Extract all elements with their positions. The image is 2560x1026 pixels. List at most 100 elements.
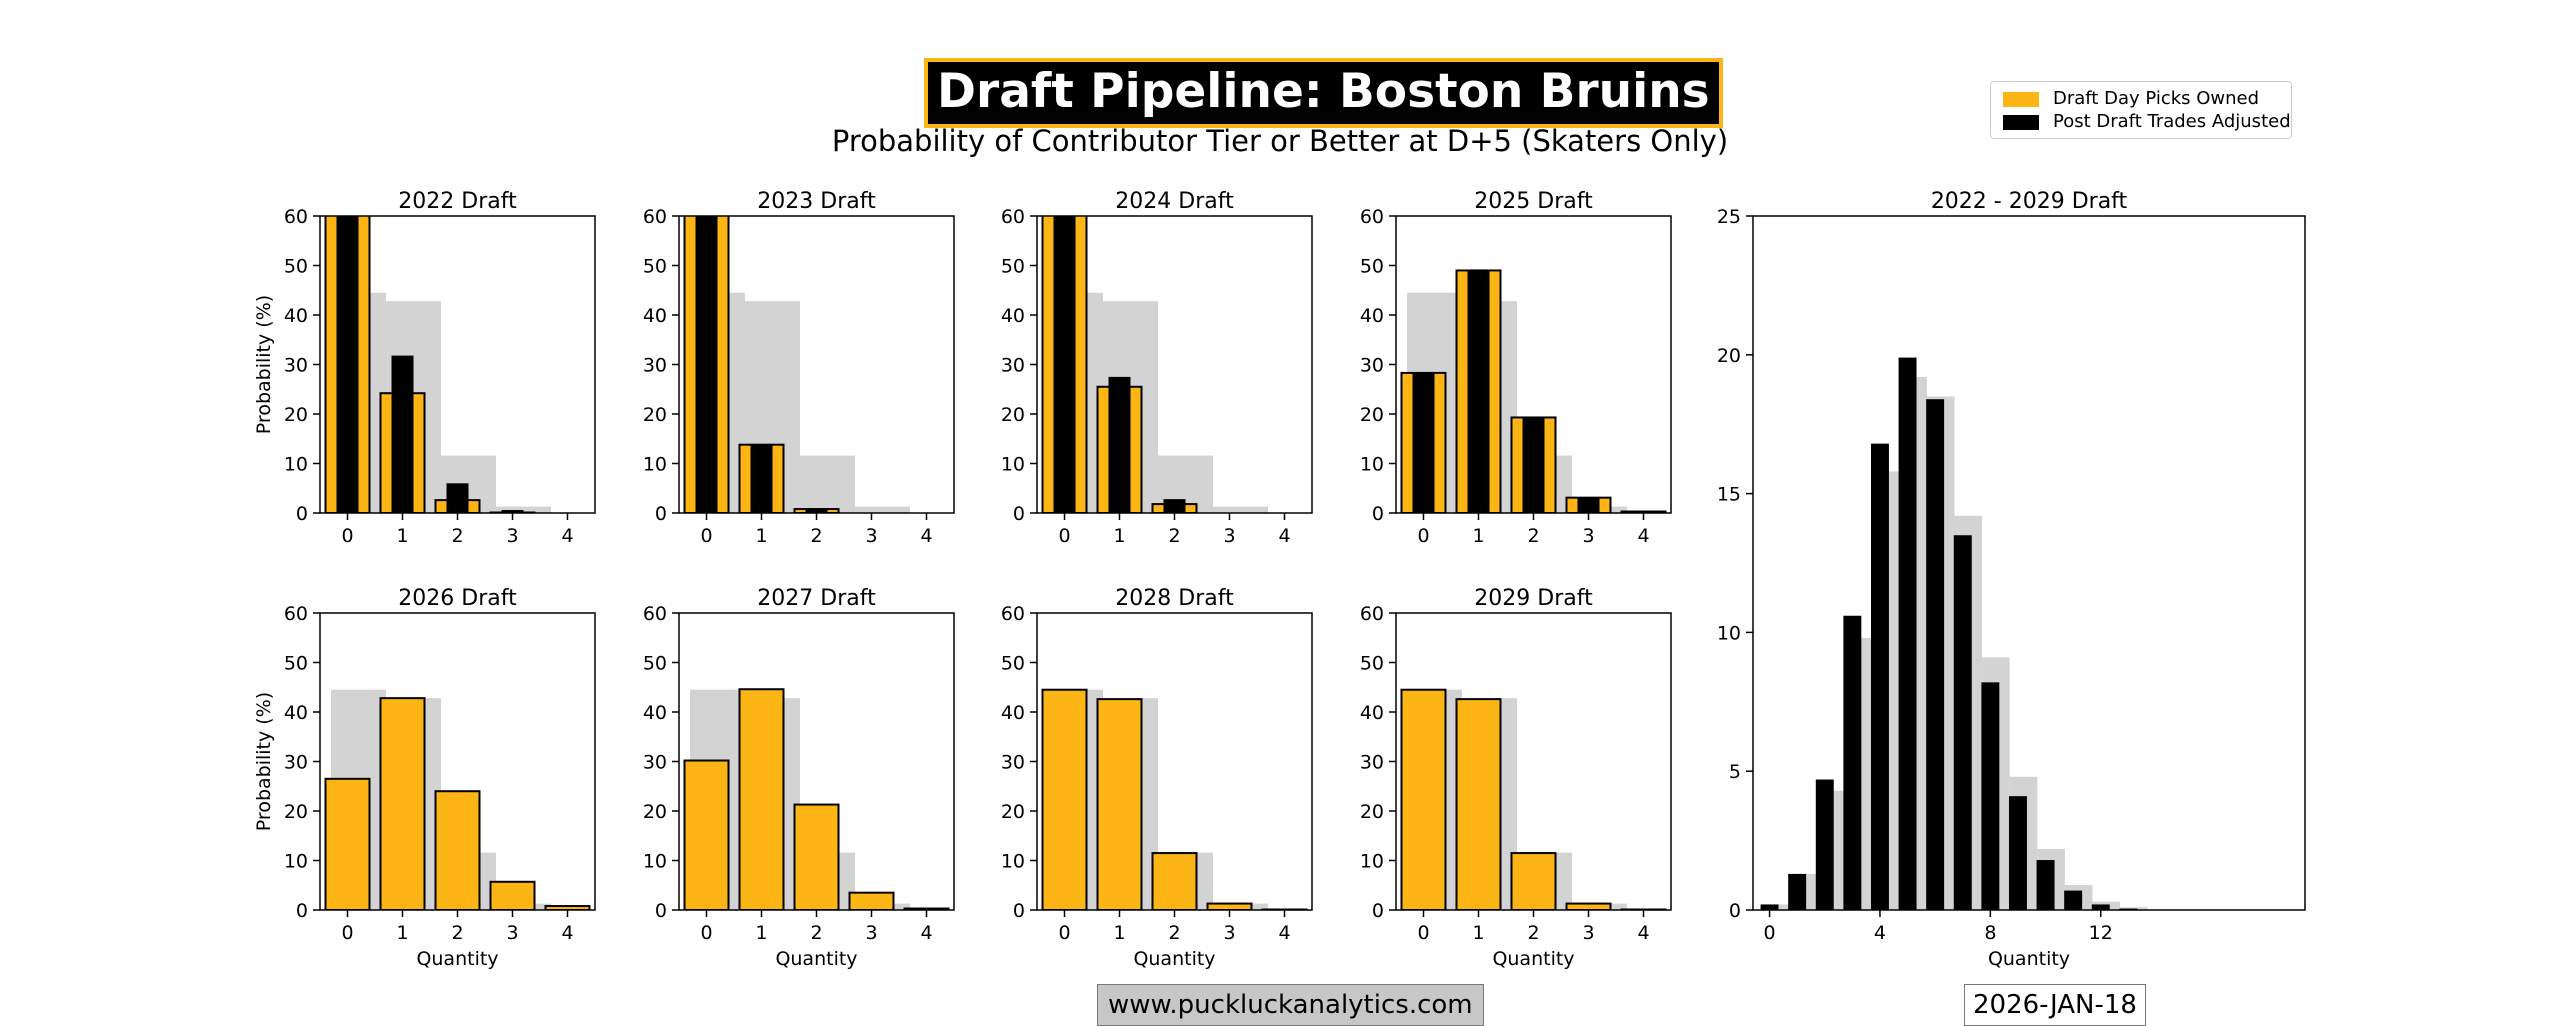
bar-owned-2 <box>795 805 839 910</box>
y-axis-label: Probability (%) <box>253 295 275 434</box>
legend-swatch-owned <box>2003 92 2039 107</box>
website-link[interactable]: www.puckluckanalytics.com <box>1097 984 1484 1026</box>
x-tick-label: 1 <box>755 922 767 944</box>
x-tick-label: 2 <box>1168 525 1180 547</box>
y-tick-label: 50 <box>1001 256 1025 278</box>
bar-adjusted-2 <box>447 483 469 513</box>
y-tick-label: 40 <box>643 305 667 327</box>
panel-title: 2025 Draft <box>1474 189 1593 214</box>
date-stamp: 2026-JAN-18 <box>1964 984 2146 1026</box>
page-title: Draft Pipeline: Boston Bruins <box>924 58 1723 128</box>
bar-owned-2 <box>1512 853 1556 910</box>
bar-adjusted-5 <box>1899 358 1917 910</box>
bar-owned-1 <box>740 689 784 910</box>
x-tick-label: 3 <box>1223 922 1235 944</box>
y-tick-label: 5 <box>1729 761 1741 783</box>
bar-adjusted-0 <box>337 211 359 513</box>
panel-bars <box>1761 358 2148 910</box>
y-tick-label: 50 <box>1360 256 1384 278</box>
y-tick-label: 40 <box>1001 305 1025 327</box>
panel-title: 2022 Draft <box>398 189 517 214</box>
legend-label-owned: Draft Day Picks Owned <box>2053 88 2259 109</box>
x-tick-label: 4 <box>1874 922 1886 944</box>
y-tick-label: 40 <box>1360 702 1384 724</box>
x-tick-label: 0 <box>700 525 712 547</box>
bar-owned-3 <box>491 882 535 910</box>
x-tick-label: 2 <box>810 525 822 547</box>
y-tick-label: 60 <box>1360 603 1384 625</box>
legend-label-adjusted: Post Draft Trades Adjusted <box>2053 111 2291 132</box>
y-tick-label: 30 <box>1001 355 1025 377</box>
y-tick-label: 10 <box>284 851 308 873</box>
y-tick-label: 40 <box>284 702 308 724</box>
y-tick-label: 60 <box>284 603 308 625</box>
x-axis-label: Quantity <box>1988 948 2070 970</box>
y-tick-label: 60 <box>284 206 308 228</box>
bar-adjusted-1 <box>1468 270 1490 513</box>
bar-owned-1 <box>1457 699 1501 910</box>
y-tick-label: 50 <box>643 256 667 278</box>
x-tick-label: 12 <box>2089 922 2113 944</box>
y-tick-label: 10 <box>1001 851 1025 873</box>
y-tick-label: 50 <box>284 256 308 278</box>
x-tick-label: 2 <box>451 525 463 547</box>
panel-title: 2027 Draft <box>757 586 876 611</box>
x-tick-label: 0 <box>1417 525 1429 547</box>
bar-adjusted-8 <box>1981 682 1999 910</box>
panel-title: 2029 Draft <box>1474 586 1593 611</box>
y-tick-label: 40 <box>1001 702 1025 724</box>
y-tick-label: 0 <box>1372 503 1384 525</box>
x-tick-label: 0 <box>341 525 353 547</box>
y-tick-label: 30 <box>643 355 667 377</box>
bar-adjusted-0 <box>696 157 718 513</box>
panel-title: 2024 Draft <box>1115 189 1234 214</box>
y-tick-label: 20 <box>643 801 667 823</box>
x-axis-label: Quantity <box>775 948 857 970</box>
y-tick-label: 40 <box>1360 305 1384 327</box>
x-tick-label: 3 <box>865 922 877 944</box>
y-tick-label: 20 <box>1001 801 1025 823</box>
y-tick-label: 60 <box>643 206 667 228</box>
panel-title: 2026 Draft <box>398 586 517 611</box>
y-tick-label: 15 <box>1717 484 1741 506</box>
panel-title: 2023 Draft <box>757 189 876 214</box>
y-tick-label: 0 <box>1013 503 1025 525</box>
y-tick-label: 30 <box>284 752 308 774</box>
legend-item-adjusted: Post Draft Trades Adjusted <box>2003 111 2291 133</box>
x-tick-label: 2 <box>810 922 822 944</box>
legend-item-owned: Draft Day Picks Owned <box>2003 88 2259 110</box>
bar-owned-3 <box>1567 904 1611 910</box>
y-tick-label: 0 <box>655 900 667 922</box>
y-tick-label: 30 <box>1360 355 1384 377</box>
bar-owned-1 <box>1098 699 1142 910</box>
y-tick-label: 20 <box>643 404 667 426</box>
x-tick-label: 0 <box>341 922 353 944</box>
bar-baseline-2 <box>800 456 855 513</box>
y-tick-label: 10 <box>643 851 667 873</box>
y-tick-label: 0 <box>1729 900 1741 922</box>
y-tick-label: 0 <box>655 503 667 525</box>
bar-adjusted-10 <box>2037 860 2055 910</box>
y-tick-label: 20 <box>1717 345 1741 367</box>
y-tick-label: 40 <box>643 702 667 724</box>
y-tick-label: 20 <box>1360 801 1384 823</box>
y-tick-label: 0 <box>1013 900 1025 922</box>
bar-owned-0 <box>1402 690 1446 910</box>
x-tick-label: 0 <box>1058 525 1070 547</box>
panel-bars <box>1402 270 1683 513</box>
bar-adjusted-0 <box>1054 171 1076 513</box>
y-tick-label: 50 <box>1360 653 1384 675</box>
bar-adjusted-6 <box>1926 399 1944 910</box>
bar-adjusted-11 <box>2064 891 2082 910</box>
x-tick-label: 3 <box>506 525 518 547</box>
y-tick-label: 50 <box>284 653 308 675</box>
bar-owned-0 <box>326 779 370 910</box>
x-tick-label: 3 <box>1582 525 1594 547</box>
